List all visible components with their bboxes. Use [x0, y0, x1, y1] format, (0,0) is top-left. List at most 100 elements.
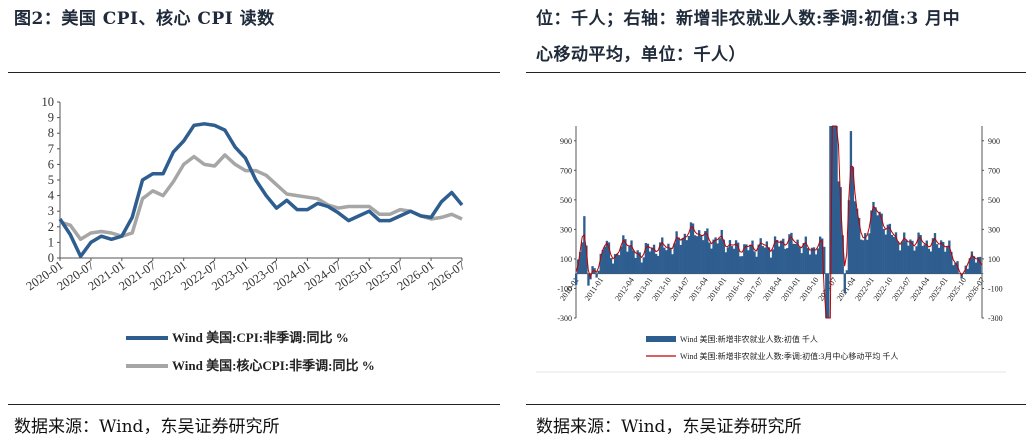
payrolls-bar	[759, 238, 762, 274]
payrolls-bar	[853, 201, 857, 274]
payrolls-bar	[714, 237, 717, 274]
core-cpi-series-line	[59, 153, 463, 242]
payrolls-bar	[599, 253, 602, 274]
payrolls-bar	[794, 244, 797, 274]
payrolls-bar	[657, 255, 660, 274]
y-tick-label: 100	[560, 255, 572, 264]
payrolls-bar-chart: -300 -100 100 300 500 700 900 -300 -100 100 300 500…	[536, 125, 1006, 373]
payrolls-bar	[942, 241, 945, 274]
payrolls-bar	[769, 257, 773, 274]
payrolls-bar	[823, 246, 826, 274]
payrolls-bar	[646, 243, 650, 274]
payrolls-bar	[808, 254, 812, 274]
payrolls-bar	[968, 258, 972, 274]
payrolls-bar	[855, 208, 859, 274]
payrolls-bar	[724, 252, 728, 274]
payrolls-bar	[591, 266, 594, 274]
payrolls-bar	[669, 247, 672, 274]
payrolls-bar	[898, 250, 902, 274]
payrolls-bar	[804, 236, 807, 274]
y2-tick-label: 900	[988, 137, 1000, 146]
payrolls-bar	[603, 246, 607, 274]
left-figure-title: 图2：美国 CPI、核心 CPI 读数	[14, 9, 275, 29]
payrolls-bar	[745, 244, 748, 274]
legend-payrolls-swatch	[646, 336, 676, 342]
payrolls-bar	[857, 217, 861, 274]
payrolls-bar	[901, 241, 904, 274]
payrolls-bar	[687, 236, 691, 274]
payrolls-bar	[978, 256, 982, 274]
payrolls-bar	[851, 167, 855, 274]
payrolls-bar	[644, 243, 648, 274]
payrolls-bar	[704, 231, 707, 274]
payrolls-bar	[880, 213, 883, 274]
x-tick-label: 2011-01	[583, 276, 606, 303]
payrolls-bar	[728, 240, 732, 274]
payrolls-bar	[825, 273, 828, 318]
payrolls-bar	[620, 246, 623, 274]
payrolls-bar	[888, 223, 892, 274]
legend-core-cpi-label: Wind 美国:核心CPI:非季调:同比 %	[172, 358, 375, 373]
payrolls-bar	[810, 247, 814, 274]
payrolls-bar	[581, 242, 584, 274]
payrolls-bar	[814, 254, 818, 274]
payrolls-bar	[921, 245, 924, 274]
payrolls-bar	[972, 256, 976, 274]
payrolls-bar	[960, 273, 963, 279]
y2-tick-label: -300	[988, 314, 1003, 323]
y-tick-label: 9	[48, 111, 54, 125]
payrolls-bar	[763, 247, 766, 274]
payrolls-bar	[780, 240, 783, 274]
payrolls-bar	[839, 187, 842, 274]
payrolls-bar	[626, 251, 629, 274]
payrolls-bar	[638, 252, 641, 274]
payrolls-bar	[640, 262, 643, 274]
payrolls-bar	[816, 248, 820, 274]
payrolls-bar	[874, 207, 877, 274]
payrolls-bar	[700, 235, 703, 274]
payrolls-bar	[663, 247, 666, 274]
payrolls-bar	[605, 240, 609, 274]
payrolls-bar	[905, 240, 908, 274]
payrolls-bar	[775, 239, 779, 274]
payrolls-bar	[720, 229, 723, 274]
payrolls-bar	[611, 263, 615, 274]
payrolls-bar	[806, 247, 810, 274]
payrolls-bar	[868, 233, 871, 274]
payrolls-bar	[718, 238, 721, 274]
y2-tick-label: 700	[988, 166, 1000, 175]
payrolls-bar	[710, 248, 713, 274]
payrolls-bar	[786, 248, 789, 274]
payrolls-bar	[681, 237, 684, 274]
payrolls-bar	[777, 246, 781, 274]
payrolls-bar	[747, 250, 750, 274]
payrolls-bar	[925, 240, 928, 274]
payrolls-bar	[933, 233, 937, 274]
payrolls-bar	[886, 224, 889, 274]
payrolls-bar	[864, 233, 867, 274]
payrolls-bar	[679, 244, 682, 274]
payrolls-bar	[788, 234, 791, 274]
left-bottom-rule	[8, 404, 500, 405]
legend-payrolls-ma-label: Wind 美国:新增非农就业人数:季调:初值:3月中心移动平均 千人	[680, 351, 898, 361]
payrolls-bar	[929, 251, 933, 274]
payrolls-bar	[615, 253, 619, 274]
payrolls-bar	[601, 250, 604, 274]
payrolls-bar	[847, 200, 851, 274]
payrolls-bar	[903, 232, 906, 274]
payrolls-bar	[671, 254, 674, 274]
payrolls-bar	[907, 245, 910, 274]
payrolls-bar	[818, 236, 822, 274]
payrolls-bar	[716, 243, 719, 274]
payrolls-bar	[677, 237, 680, 274]
payrolls-bar	[691, 223, 695, 274]
payrolls-bar	[952, 265, 955, 274]
payrolls-bar	[882, 228, 885, 274]
payrolls-bar	[790, 232, 793, 274]
payrolls-bar	[583, 216, 586, 274]
payrolls-bar	[896, 241, 900, 274]
y-tick-label: 700	[560, 166, 572, 175]
payrolls-bar	[870, 210, 873, 274]
payrolls-bar	[862, 240, 865, 274]
payrolls-bar	[706, 228, 709, 274]
